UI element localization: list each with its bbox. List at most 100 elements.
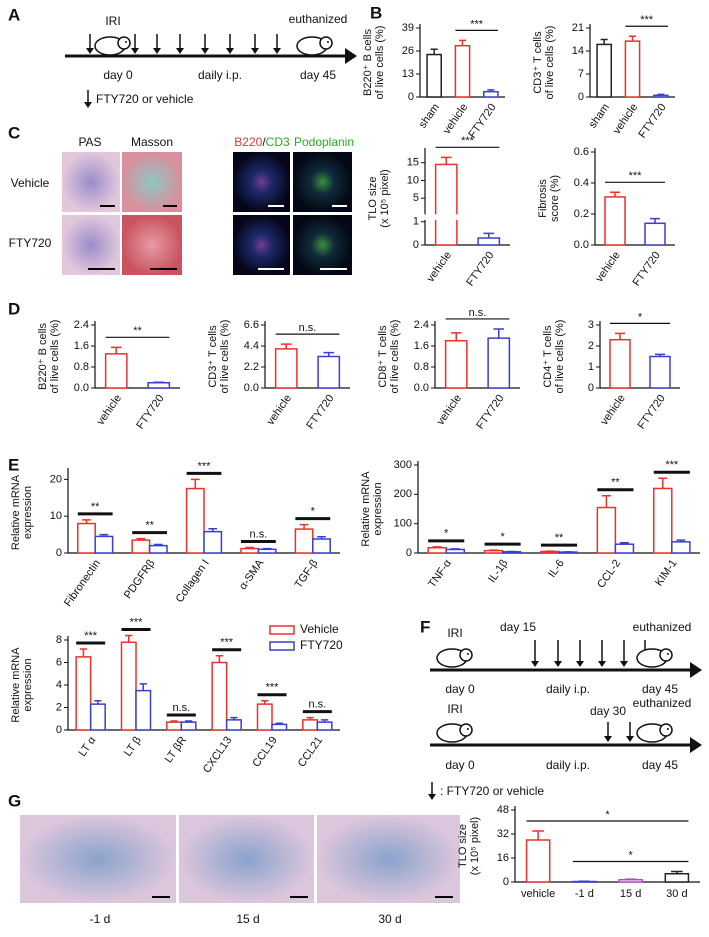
y-tick-label: 3 <box>588 319 594 331</box>
significance-label: n.s. <box>308 699 326 711</box>
label: day 45 <box>642 758 678 772</box>
y-tick-label: 100 <box>394 518 412 530</box>
stain: CD3 <box>266 135 290 149</box>
bar <box>624 40 641 98</box>
micrographs: PAS Masson B220/CD3 Podoplanin Vehicle F… <box>9 135 354 275</box>
y-tick-label: 48 <box>497 804 509 816</box>
image <box>293 152 352 212</box>
panel-label: C <box>8 123 20 142</box>
mouse-icon <box>459 723 473 737</box>
column-header: B220/CD3 <box>234 135 290 149</box>
error-bar <box>432 546 442 548</box>
bar <box>240 547 260 554</box>
error-bar <box>450 332 462 341</box>
mouse-icon <box>667 653 669 655</box>
y-axis-label: of live cells (%) <box>389 320 401 394</box>
y-tick-label: 6 <box>56 656 62 668</box>
y-axis-label: Fibrosis <box>537 179 549 218</box>
x-tick-label: IL-6 <box>546 558 567 580</box>
error-bar <box>153 381 165 383</box>
error-bar <box>610 191 620 197</box>
x-tick-label: vehicle <box>95 393 124 428</box>
y-axis-label: Relative mRNA <box>10 474 22 550</box>
y-axis-label: CD4⁺ T cells <box>542 325 554 388</box>
bar <box>426 53 443 98</box>
x-tick-label: FTY720 <box>474 393 506 432</box>
mouse-icon <box>667 728 669 730</box>
error-bar <box>170 720 178 723</box>
bar <box>274 348 298 389</box>
panel-label: D <box>8 299 20 318</box>
bar <box>483 549 504 554</box>
error-bar <box>676 539 686 542</box>
bar <box>483 90 499 98</box>
image <box>179 815 314 903</box>
error-bar <box>628 35 637 42</box>
label: day 45 <box>300 68 336 82</box>
y-tick-label: 0 <box>413 239 419 251</box>
bar <box>434 163 458 246</box>
y-tick-label: 0 <box>578 91 584 103</box>
bar <box>664 873 690 883</box>
label: IRI <box>105 14 120 28</box>
x-tick-label: α-SMA <box>237 557 267 592</box>
bar <box>203 530 223 554</box>
bar <box>649 355 671 389</box>
significance-label: *** <box>461 135 475 147</box>
panel-label: F <box>420 617 430 636</box>
x-tick-label: -1 d <box>575 888 594 900</box>
mouse-icon <box>327 41 329 43</box>
bar <box>609 338 631 389</box>
error-bar <box>125 634 133 643</box>
y-axis-label: of live cells (%) <box>219 320 231 394</box>
image <box>317 815 460 903</box>
error-bar <box>110 346 122 354</box>
label: day 45 <box>642 682 678 696</box>
error-bar <box>450 548 460 550</box>
x-tick-label: vehicle <box>441 102 470 137</box>
y-axis-label: of live cells (%) <box>554 320 566 394</box>
bar <box>294 528 314 554</box>
y-tick-label: 2 <box>56 701 62 713</box>
x-tick-label: LT α <box>76 734 98 759</box>
arrowhead <box>428 794 436 800</box>
y-tick-label: 0.8 <box>414 361 429 373</box>
significance-label: * <box>605 809 610 821</box>
mouse-icon <box>467 728 469 730</box>
arrowhead <box>176 48 184 54</box>
y-axis-label: Relative mRNA <box>10 647 22 723</box>
y-tick-label: 2.2 <box>244 361 259 373</box>
y-axis-label: Relative mRNA <box>360 471 372 547</box>
arrowhead <box>153 48 161 54</box>
bar <box>454 44 471 98</box>
error-bar <box>215 655 224 663</box>
y-tick-label: 2 <box>588 340 594 352</box>
x-tick-label: 30 d <box>666 888 687 900</box>
bar <box>302 719 319 731</box>
y-tick-label: 32 <box>497 828 509 840</box>
image <box>122 152 182 212</box>
bar <box>596 43 612 98</box>
bar <box>135 689 152 731</box>
y-axis-label: CD8⁺ T cells <box>377 325 389 388</box>
x-tick-label: CCL21 <box>296 735 325 770</box>
stain: / <box>262 135 266 149</box>
image-label: 15 d <box>236 912 259 926</box>
bar <box>444 340 468 389</box>
error-bar <box>487 89 495 92</box>
bar <box>271 723 288 731</box>
bar <box>653 94 669 98</box>
error-bar <box>230 716 238 720</box>
error-bar <box>306 716 314 720</box>
significance-label: *** <box>665 459 679 471</box>
significance-label: *** <box>640 14 654 26</box>
bar <box>148 544 168 554</box>
error-bar <box>261 700 269 705</box>
x-tick-label: vehicle <box>265 393 294 428</box>
error-bar <box>483 232 495 239</box>
y-tick-label: 0 <box>408 91 414 103</box>
significance-label: n.s. <box>172 702 190 714</box>
y-tick-label: 16 <box>497 852 509 864</box>
panel-label: B <box>370 3 382 22</box>
error-bar <box>136 537 146 541</box>
